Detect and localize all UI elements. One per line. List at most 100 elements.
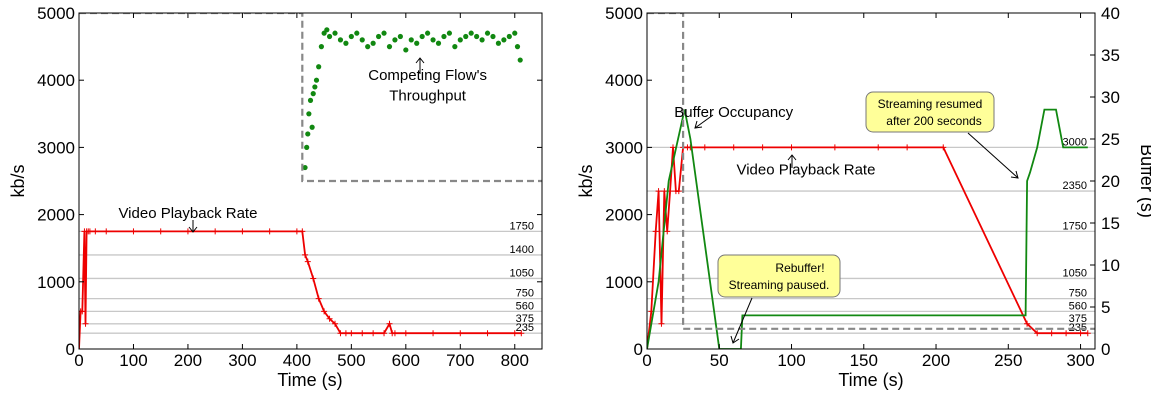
competing-flow-throughput-point — [304, 144, 310, 150]
competing-flow-throughput-point — [506, 33, 512, 40]
x-tick-label: 0 — [642, 351, 651, 370]
competing-flow-throughput-point — [495, 40, 502, 46]
competing-flow-throughput-point — [463, 33, 469, 40]
video-playback-rate-marker — [1063, 330, 1070, 337]
callout-streaming-resumed: Streaming resumed after 200 seconds — [865, 91, 995, 133]
rate-level-label: 750 — [1069, 288, 1087, 300]
competing-flow-throughput-point — [316, 64, 322, 70]
y-tick-label: 2000 — [37, 206, 75, 225]
x-axis-title: Time (s) — [838, 370, 903, 390]
y-tick-label: 5000 — [605, 4, 643, 23]
video-playback-rate-marker — [130, 228, 137, 235]
competing-flow-throughput-point — [326, 33, 333, 40]
video-playback-rate-marker — [730, 144, 737, 151]
x-tick-label: 400 — [283, 351, 311, 370]
video-playback-rate-marker — [664, 228, 671, 235]
video-playback-rate-marker — [940, 144, 947, 151]
reference-dashed-line — [79, 13, 542, 183]
competing-flow-throughput-point — [302, 164, 308, 171]
video-playback-rate-marker — [321, 308, 328, 315]
competing-flow-throughput-point — [370, 40, 376, 46]
video-playback-rate-marker — [302, 251, 309, 258]
video-playback-rate-line — [79, 230, 522, 349]
competing-flow-throughput-point — [468, 30, 474, 36]
y-tick-label: 4000 — [37, 71, 75, 90]
buffer-occupancy-line — [647, 108, 1088, 349]
arrow-rebuffer — [730, 297, 753, 344]
competing-flow-throughput-point — [312, 84, 318, 90]
competing-flow-throughput-point — [414, 40, 420, 46]
y2-tick-label: 10 — [1101, 256, 1120, 275]
video-playback-rate-marker — [337, 330, 344, 337]
video-playback-rate-line — [647, 146, 1088, 349]
video-playback-rate-marker — [904, 144, 911, 151]
video-playback-rate-marker — [402, 330, 409, 337]
y-tick-label: 1000 — [37, 273, 75, 292]
x-tick-label: 300 — [228, 351, 256, 370]
video-playback-rate-marker — [484, 330, 491, 337]
video-playback-rate-marker — [342, 330, 349, 337]
competing-flow-throughput-point — [313, 77, 320, 83]
y-axis-title: kb/s — [576, 164, 596, 197]
competing-flow-throughput-point — [306, 111, 312, 117]
rate-level-label: 3000 — [1063, 136, 1087, 148]
video-playback-rate-marker — [370, 330, 377, 337]
competing-flow-throughput-point — [512, 30, 518, 36]
video-playback-rate-marker — [359, 330, 366, 337]
video-playback-rate-marker — [1024, 320, 1031, 327]
y-axis-ticks: 0 1000 2000 3000 4000 5000 — [37, 4, 542, 359]
y-tick-label: 3000 — [37, 138, 75, 157]
reference-dashed-line — [647, 13, 1095, 330]
competing-flow-throughput-point — [375, 33, 382, 40]
annotation-label: Video Playback Rate — [118, 205, 257, 222]
x-tick-label: 100 — [119, 351, 147, 370]
x-tick-label: 100 — [777, 351, 805, 370]
x-tick-label: 150 — [850, 351, 878, 370]
rate-level-label: 375 — [516, 313, 534, 325]
competing-flow-throughput-point — [490, 33, 496, 40]
y2-tick-label: 40 — [1101, 4, 1120, 23]
x-tick-label: 200 — [174, 351, 202, 370]
competing-flow-throughput-point — [425, 30, 431, 36]
video-playback-rate-marker — [511, 330, 518, 337]
plot-frame — [78, 12, 543, 350]
y2-axis-ticks: 0 5 10 15 20 25 30 35 40 — [1090, 4, 1120, 359]
competing-flow-throughput-point — [324, 27, 330, 33]
rate-level-label: 235 — [1069, 322, 1087, 334]
competing-flow-throughput-point — [457, 37, 463, 43]
video-playback-rate-marker — [212, 228, 219, 235]
video-playback-rate-marker — [310, 275, 317, 282]
annotation-label: Video Playback Rate — [736, 161, 875, 178]
competing-flow-throughput-point — [441, 33, 447, 40]
video-playback-rate-marker — [1048, 330, 1055, 337]
competing-flow-throughput-point — [435, 40, 442, 46]
video-playback-rate-marker — [457, 330, 464, 337]
video-playback-rate-marker — [1034, 330, 1041, 337]
callout-line-2: after 200 seconds — [886, 114, 981, 128]
competing-flow-throughput-point — [309, 124, 315, 130]
competing-flow-throughput-point — [446, 30, 452, 36]
annotation-label: Competing Flow's — [368, 67, 487, 84]
video-playback-rate-marker — [759, 144, 766, 151]
callout-rebuffer: Rebuffer! Streaming paused. — [717, 254, 841, 298]
video-playback-rate-marker — [239, 228, 246, 235]
y2-tick-label: 20 — [1101, 172, 1120, 191]
video-playback-rate-marker — [299, 228, 306, 235]
arrow-video-rate-right — [787, 154, 797, 168]
x-tick-label: 300 — [1066, 351, 1094, 370]
y-tick-label: 1000 — [605, 273, 643, 292]
annotation-label: Buffer Occupancy — [674, 104, 793, 121]
video-playback-rate-marker — [1084, 330, 1091, 337]
competing-flow-throughput-point — [403, 47, 409, 53]
competing-flow-throughput-point — [479, 37, 485, 43]
competing-flow-throughput-point — [408, 37, 414, 43]
rate-level-label: 1750 — [1063, 220, 1087, 232]
x-axis-ticks: 0 100 200 300 400 500 600 700 800 — [74, 13, 529, 370]
competing-flow-throughput-point — [452, 44, 458, 50]
video-playback-rate-marker — [326, 315, 333, 322]
